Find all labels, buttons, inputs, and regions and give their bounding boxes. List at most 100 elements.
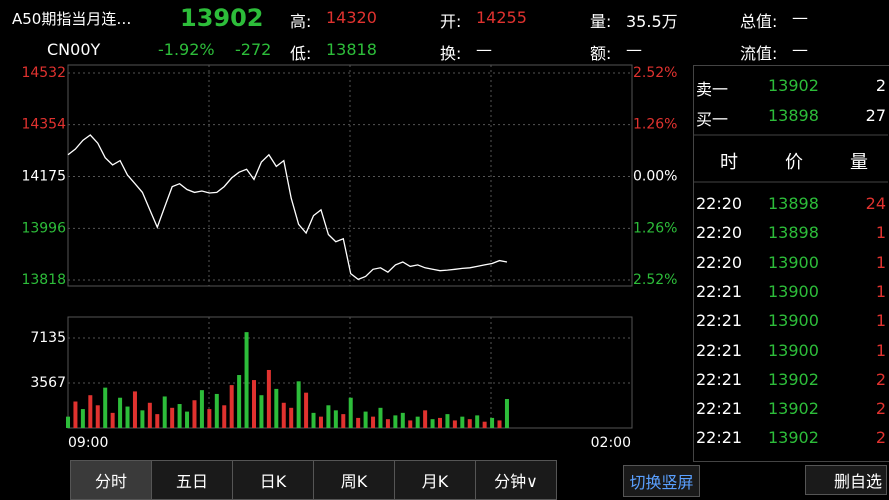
price-line (67, 134, 508, 281)
trade-qty: 2 (875, 428, 886, 448)
field-label: 量: (590, 12, 612, 31)
volume-bar (177, 404, 182, 428)
volume-bar (73, 401, 78, 428)
volume-bar (378, 407, 383, 428)
trade-qty: 1 (875, 281, 886, 301)
trade-price: 13902 (768, 399, 819, 419)
trade-time: 22:21 (696, 369, 743, 389)
book-qty: 27 (865, 106, 886, 125)
y-tick-label: 13996 (21, 220, 66, 236)
y-tick-label: 7135 (30, 330, 66, 346)
volume-bar (237, 375, 242, 428)
trade-qty: 24 (865, 194, 886, 213)
volume-bar (363, 411, 368, 428)
volume-bar (356, 417, 361, 428)
y2-tick-label: 1.26% (633, 117, 677, 133)
volume-bar (504, 398, 509, 428)
y-tick-label: 14532 (21, 65, 66, 81)
trade-price: 13898 (768, 194, 819, 213)
trade-time: 22:20 (696, 223, 743, 243)
field-value: 35.5万 (626, 12, 678, 31)
volume-bar (445, 414, 450, 428)
volume-bar (147, 402, 152, 428)
rotate-button[interactable]: 切换竖屏 (623, 465, 700, 497)
trade-time: 22:21 (696, 340, 743, 360)
volume-bar (460, 416, 465, 428)
volume-bar (103, 387, 108, 428)
volume-bar (497, 420, 502, 428)
contract-code: CN00Y (47, 40, 101, 59)
trade-price: 13900 (768, 281, 819, 301)
volume-bar (385, 419, 390, 428)
trade-price: 13900 (768, 252, 819, 272)
trades-header: 时 (720, 152, 738, 173)
volume-bar (311, 412, 316, 428)
trade-price: 13900 (768, 311, 819, 331)
trade-qty: 1 (875, 223, 886, 243)
volume-bar (326, 405, 331, 428)
book-label: 买一 (696, 110, 729, 129)
trade-price: 13902 (768, 369, 819, 389)
field-label: 高: (290, 12, 312, 31)
book-qty: 2 (875, 76, 886, 95)
volume-bar (490, 417, 495, 428)
tab[interactable]: 分时 (70, 460, 152, 500)
tab[interactable]: 五日 (151, 460, 233, 500)
volume-bar (229, 385, 234, 428)
volume-bar (318, 416, 323, 428)
delete-button[interactable]: 删自选 (805, 465, 887, 495)
last-price: 13902 (180, 4, 264, 32)
volume-bar (125, 406, 130, 428)
volume-bar (88, 395, 93, 428)
book-price: 13898 (768, 106, 819, 125)
field-value: — (792, 40, 808, 59)
volume-bar (155, 414, 160, 428)
contract-name: A50期指当月连… (12, 10, 132, 28)
volume-bar (467, 419, 472, 428)
field-label: 开: (440, 12, 462, 31)
field-label: 总值: (740, 12, 778, 31)
volume-bar (140, 410, 145, 428)
y-tick-label: 14354 (21, 117, 66, 133)
trade-time: 22:20 (696, 252, 743, 272)
trades-header: 价 (785, 152, 803, 173)
volume-bar (400, 412, 405, 428)
volume-bar (132, 391, 137, 428)
field-value: 14255 (476, 8, 527, 27)
trade-qty: 2 (875, 369, 886, 389)
volume-bar (95, 405, 100, 428)
x-label: 09:00 (68, 435, 108, 451)
volume-bar (80, 409, 85, 428)
change: -272 (235, 40, 272, 59)
volume-bar (289, 407, 294, 428)
y-tick-label: 3567 (30, 375, 66, 391)
volume-bar (393, 415, 398, 428)
volume-bar (452, 420, 457, 428)
field-value: 14320 (326, 8, 377, 27)
field-value: — (626, 40, 642, 59)
trade-qty: 2 (875, 399, 886, 419)
tab[interactable]: 月K (394, 460, 476, 500)
tab[interactable]: 周K (313, 460, 395, 500)
field-label: 低: (290, 44, 312, 63)
field-value: — (792, 8, 808, 27)
change-pct: -1.92% (158, 40, 215, 59)
volume-bar (438, 417, 442, 428)
tab[interactable]: 分钟∨ (475, 460, 557, 500)
volume-bar (222, 405, 227, 428)
volume-bar (341, 414, 346, 428)
volume-bar (259, 395, 264, 428)
volume-bar (430, 419, 435, 428)
volume-bar (281, 402, 286, 428)
volume-bar (244, 332, 249, 428)
volume-bar (482, 421, 487, 428)
volume-bar (266, 369, 271, 428)
trade-qty: 1 (875, 340, 886, 360)
tab[interactable]: 日K (232, 460, 314, 500)
book-price: 13902 (768, 76, 819, 95)
trade-time: 22:21 (696, 399, 743, 419)
volume-bar (475, 415, 480, 428)
volume-bar (199, 390, 204, 428)
